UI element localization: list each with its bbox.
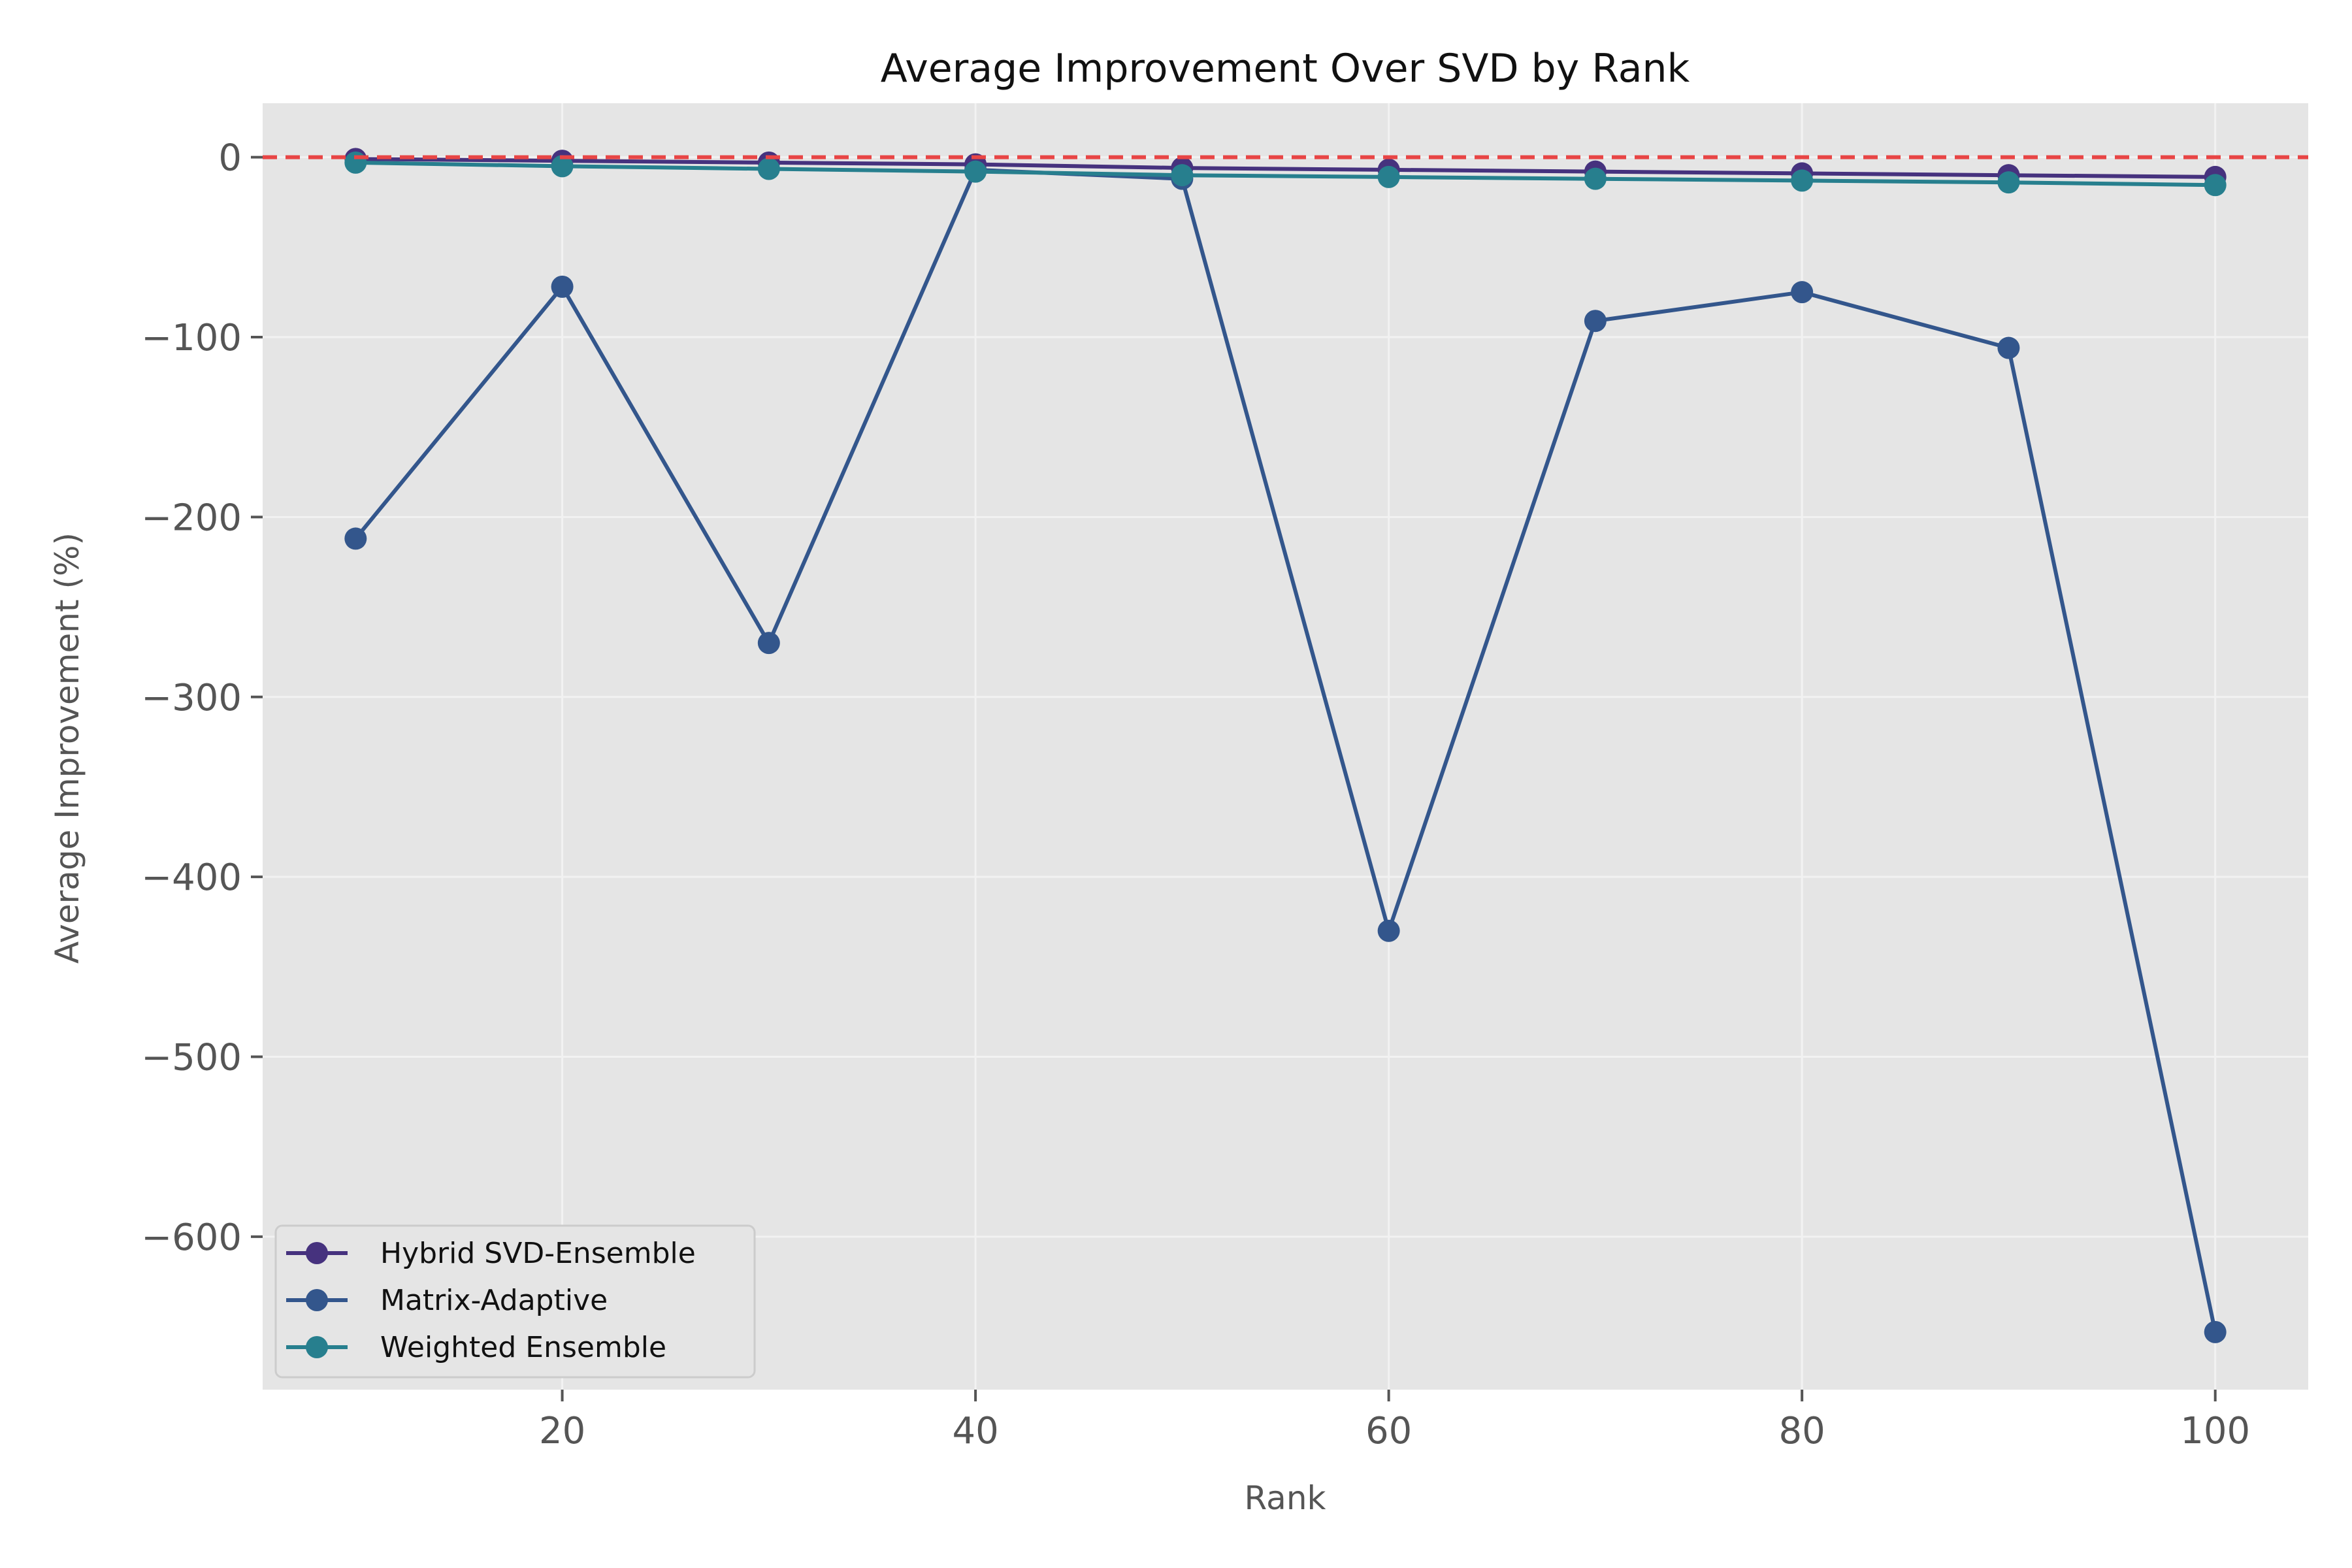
data-point-weighted-ensemble [1377,165,1400,188]
data-point-weighted-ensemble [1997,171,2020,194]
y-tick-label: 0 [218,137,242,180]
legend-marker-weighted-ensemble [306,1336,328,1358]
data-point-weighted-ensemble [964,160,987,183]
series-line-matrix-adaptive [353,167,2217,1333]
legend-marker-hybrid-svd-ensemble [306,1242,328,1264]
y-tick-label: −600 [141,1217,242,1259]
x-tick-label: 20 [539,1410,585,1452]
legend-marker-matrix-adaptive [306,1289,328,1311]
data-point-matrix-adaptive [1791,281,1814,304]
data-point-matrix-adaptive [2204,1320,2227,1343]
chart-title: Average Improvement Over SVD by Rank [881,46,1690,91]
series-line-hybrid-svd-ensemble [355,157,2215,179]
y-tick-label: −400 [141,857,242,899]
y-tick-label: −100 [141,317,242,359]
legend-label-matrix-adaptive: Matrix-Adaptive [380,1284,608,1317]
data-point-matrix-adaptive [1997,336,2020,359]
y-tick-label: −500 [141,1037,242,1079]
data-point-matrix-adaptive [757,632,780,655]
x-tick-label: 40 [952,1410,998,1452]
x-axis-label: Rank [1245,1479,1326,1517]
legend-box [274,1224,756,1379]
series-line-weighted-ensemble [355,160,2215,188]
x-tick-label: 80 [1779,1410,1825,1452]
x-tick-label: 60 [1365,1410,1412,1452]
legend-label-hybrid-svd-ensemble: Hybrid SVD-Ensemble [380,1237,696,1270]
legend-label-weighted-ensemble: Weighted Ensemble [380,1331,666,1364]
data-point-matrix-adaptive [1584,310,1607,333]
data-point-weighted-ensemble [1171,164,1194,187]
data-point-weighted-ensemble [1584,167,1607,190]
legend: Hybrid SVD-Ensemble Matrix-Adaptive Weight… [274,1224,756,1379]
y-axis-label: Average Improvement (%) [48,532,86,964]
data-point-weighted-ensemble [1791,169,1814,192]
x-tick-label: 100 [2180,1410,2250,1452]
data-point-weighted-ensemble [551,155,574,178]
data-point-weighted-ensemble [344,151,367,174]
plot-area: 20 40 60 80 100 0 −100 −200 −300 −400 −500 −600 [141,103,2308,1452]
data-point-matrix-adaptive [551,275,574,298]
plot-background [263,103,2308,1390]
data-point-weighted-ensemble [2204,174,2227,197]
data-point-weighted-ensemble [757,157,780,180]
data-point-matrix-adaptive [344,527,367,550]
y-tick-label: −200 [141,497,242,539]
y-tick-label: −300 [141,677,242,719]
data-point-matrix-adaptive [1377,919,1400,942]
